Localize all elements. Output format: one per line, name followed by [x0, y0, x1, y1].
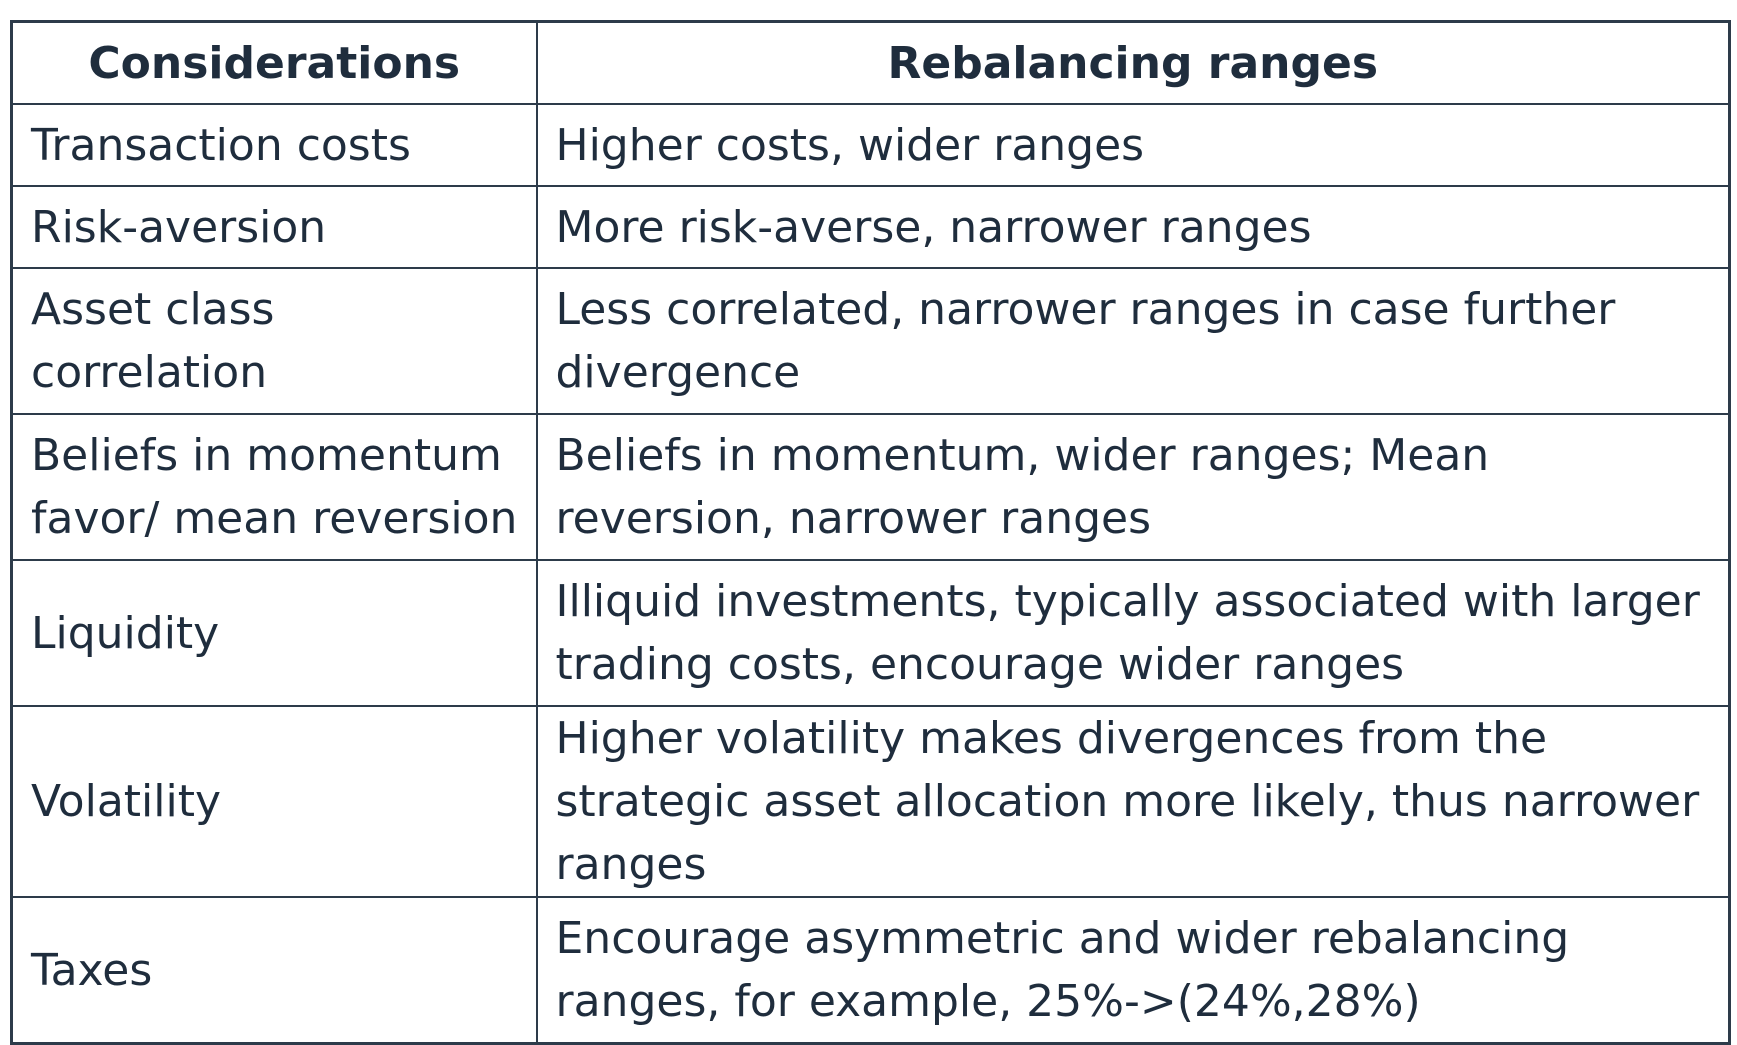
table-row: Transaction costs Higher costs, wider ra… [10, 103, 1731, 187]
range-cell: More risk-averse, narrower ranges [535, 185, 1731, 269]
table-row: Beliefs in momentum favor/ mean reversio… [10, 413, 1731, 561]
table-header-row: Considerations Rebalancing ranges [10, 20, 1731, 105]
range-cell: Less correlated, narrower ranges in case… [535, 267, 1731, 415]
consideration-cell: Beliefs in momentum favor/ mean reversio… [10, 413, 538, 561]
table-row: Volatility Higher volatility makes diver… [10, 705, 1731, 898]
table-row: Liquidity Illiquid investments, typicall… [10, 559, 1731, 707]
consideration-cell: Asset class correlation [10, 267, 538, 415]
considerations-table: Considerations Rebalancing ranges Transa… [10, 20, 1731, 1045]
consideration-cell: Taxes [10, 896, 538, 1045]
header-considerations: Considerations [10, 20, 538, 105]
range-cell: Encourage asymmetric and wider rebalanci… [535, 896, 1731, 1045]
consideration-cell: Risk-aversion [10, 185, 538, 269]
header-rebalancing-ranges: Rebalancing ranges [535, 20, 1731, 105]
table-row: Risk-aversion More risk-averse, narrower… [10, 185, 1731, 269]
consideration-cell: Transaction costs [10, 103, 538, 187]
table-row: Asset class correlation Less correlated,… [10, 267, 1731, 415]
consideration-cell: Liquidity [10, 559, 538, 707]
range-cell: Beliefs in momentum, wider ranges; Mean … [535, 413, 1731, 561]
table-row: Taxes Encourage asymmetric and wider reb… [10, 896, 1731, 1045]
consideration-cell: Volatility [10, 705, 538, 898]
range-cell: Illiquid investments, typically associat… [535, 559, 1731, 707]
range-cell: Higher volatility makes divergences from… [535, 705, 1731, 898]
range-cell: Higher costs, wider ranges [535, 103, 1731, 187]
